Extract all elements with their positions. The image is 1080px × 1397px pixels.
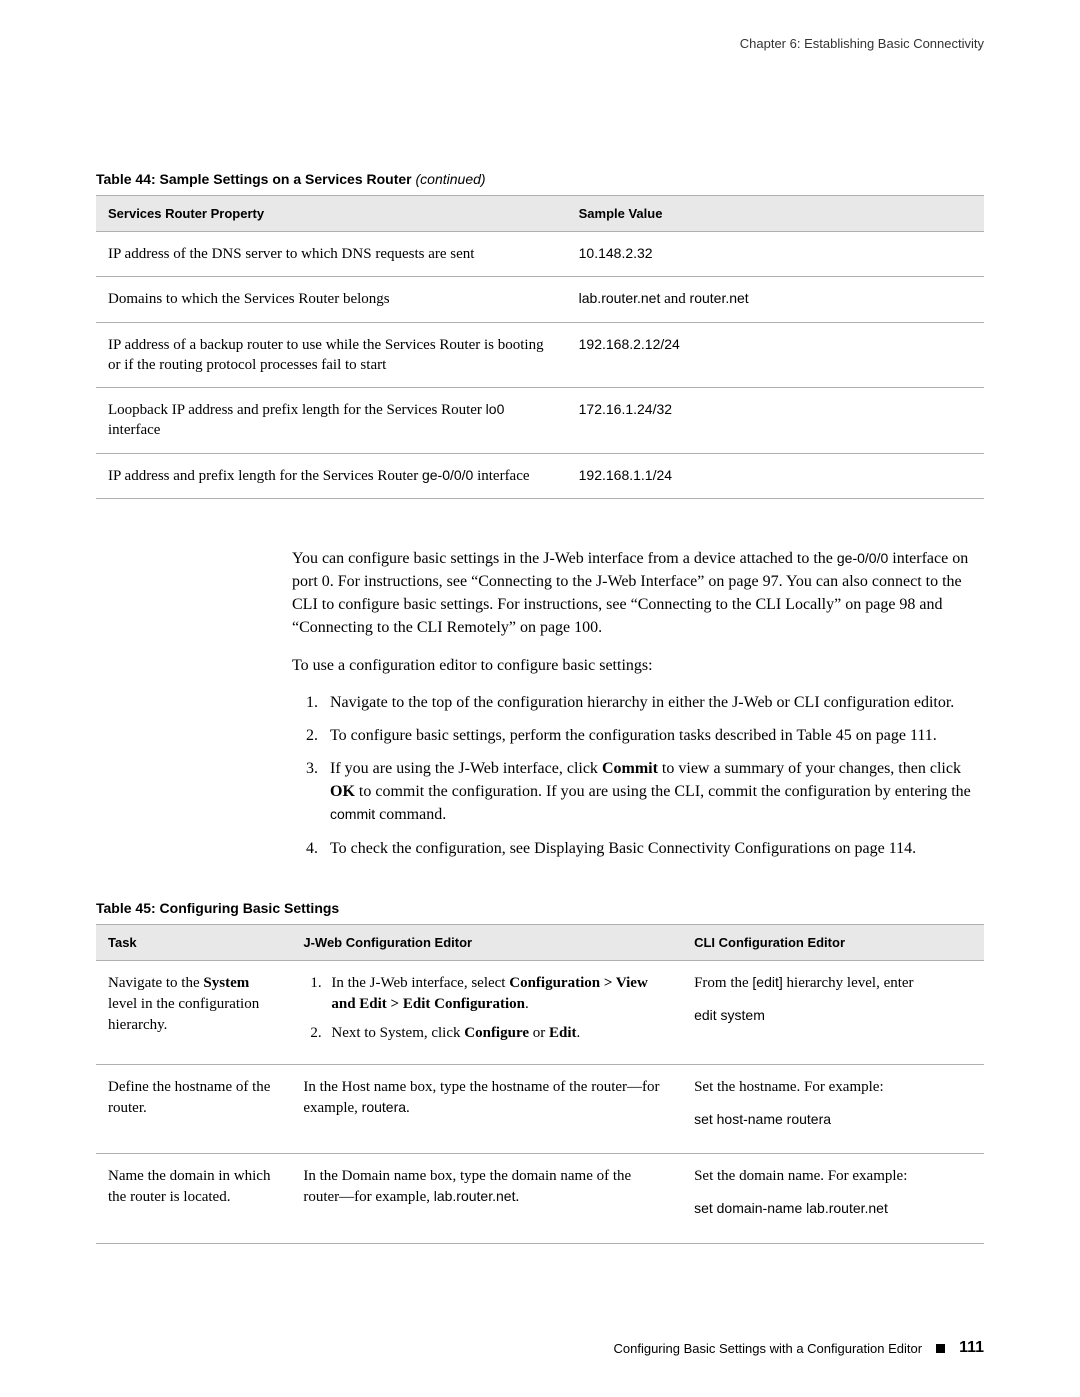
t45-r1-jweb-a: In the Host name box, type the hostname … xyxy=(303,1079,659,1116)
table44-r4-property: IP address and prefix length for the Ser… xyxy=(96,453,567,498)
table44-r3-value: 172.16.1.24/32 xyxy=(567,388,984,454)
table-row: Name the domain in which the router is l… xyxy=(96,1154,984,1244)
t45-r1-task: Define the hostname of the router. xyxy=(96,1064,291,1154)
table-row: Define the hostname of the router. In th… xyxy=(96,1064,984,1154)
t45-r1-jweb-b: routera xyxy=(362,1099,406,1115)
footer-square-icon xyxy=(936,1344,945,1353)
body-step-3-b: Commit xyxy=(602,760,658,777)
body-step-3: If you are using the J-Web interface, cl… xyxy=(322,757,984,827)
table44-header-row: Services Router Property Sample Value xyxy=(96,196,984,232)
t45-r2-task: Name the domain in which the router is l… xyxy=(96,1154,291,1244)
body-p1-b: ge-0/0/0 xyxy=(837,550,888,566)
t45-r0-cli: From the [edit] hierarchy level, enter e… xyxy=(682,960,984,1064)
body-p1-a: You can configure basic settings in the … xyxy=(292,550,837,567)
body-p2: To use a configuration editor to configu… xyxy=(292,654,984,677)
table44-col-value: Sample Value xyxy=(567,196,984,232)
t45-r0-cli-b: [edit] xyxy=(752,974,782,990)
table44-r3-property: Loopback IP address and prefix length fo… xyxy=(96,388,567,454)
table45-col-cli: CLI Configuration Editor xyxy=(682,924,984,960)
t45-r0-task: Navigate to the System level in the conf… xyxy=(96,960,291,1064)
table-row: IP address of the DNS server to which DN… xyxy=(96,232,984,277)
table-row: Loopback IP address and prefix length fo… xyxy=(96,388,984,454)
t45-r0-jweb-step2: Next to System, click Configure or Edit. xyxy=(325,1023,670,1044)
t45-r1-cli-text: Set the hostname. For example: xyxy=(694,1077,972,1098)
table-row: Navigate to the System level in the conf… xyxy=(96,960,984,1064)
t45-r0-jweb-s2-e: . xyxy=(577,1025,581,1041)
table44-r1-property: Domains to which the Services Router bel… xyxy=(96,277,567,322)
t45-r2-cli: Set the domain name. For example: set do… xyxy=(682,1154,984,1244)
table44-r3-prop-b: lo0 xyxy=(486,401,505,417)
table44: Services Router Property Sample Value IP… xyxy=(96,195,984,499)
body-p1: You can configure basic settings in the … xyxy=(292,547,984,640)
table44-r4-prop-a: IP address and prefix length for the Ser… xyxy=(108,468,422,484)
table44-r1-value-b: and xyxy=(660,291,689,307)
chapter-header: Chapter 6: Establishing Basic Connectivi… xyxy=(96,36,984,51)
body-step-4: To check the configuration, see Displayi… xyxy=(322,837,984,860)
table44-r1-value: lab.router.net and router.net xyxy=(567,277,984,322)
table45-col-jweb: J-Web Configuration Editor xyxy=(291,924,682,960)
body-text: You can configure basic settings in the … xyxy=(292,547,984,860)
body-step-3-c: to view a summary of your changes, then … xyxy=(658,760,961,777)
body-step-3-e: to commit the configuration. If you are … xyxy=(355,783,971,800)
t45-r0-cli-cmd: edit system xyxy=(694,1006,972,1026)
t45-r0-task-a: Navigate to the xyxy=(108,975,203,991)
table44-r3-prop-c: interface xyxy=(108,422,160,438)
t45-r1-jweb: In the Host name box, type the hostname … xyxy=(291,1064,682,1154)
table45-title: Table 45: Configuring Basic Settings xyxy=(96,900,984,916)
t45-r0-jweb-s1-c: . xyxy=(525,996,529,1012)
table45-header-row: Task J-Web Configuration Editor CLI Conf… xyxy=(96,924,984,960)
t45-r0-jweb-s1-a: In the J-Web interface, select xyxy=(331,975,509,991)
table44-col-property: Services Router Property xyxy=(96,196,567,232)
table44-r4-value: 192.168.1.1/24 xyxy=(567,453,984,498)
body-step-3-a: If you are using the J-Web interface, cl… xyxy=(330,760,602,777)
t45-r2-jweb-c: . xyxy=(515,1189,519,1205)
t45-r1-cli-cmd: set host-name routera xyxy=(694,1110,972,1130)
table44-r3-prop-a: Loopback IP address and prefix length fo… xyxy=(108,402,486,418)
table45: Task J-Web Configuration Editor CLI Conf… xyxy=(96,924,984,1244)
t45-r0-jweb-s2-d: Edit xyxy=(549,1025,577,1041)
table44-title-text: Table 44: Sample Settings on a Services … xyxy=(96,171,416,187)
footer-section: Configuring Basic Settings with a Config… xyxy=(614,1341,923,1356)
t45-r1-jweb-c: . xyxy=(406,1100,410,1116)
page-footer: Configuring Basic Settings with a Config… xyxy=(614,1339,985,1357)
body-step-1: Navigate to the top of the configuration… xyxy=(322,691,984,714)
t45-r0-task-b: System xyxy=(203,975,249,991)
t45-r2-cli-cmd: set domain-name lab.router.net xyxy=(694,1199,972,1219)
t45-r1-cli: Set the hostname. For example: set host-… xyxy=(682,1064,984,1154)
body-steps: Navigate to the top of the configuration… xyxy=(292,691,984,860)
table44-title: Table 44: Sample Settings on a Services … xyxy=(96,171,984,187)
table44-r0-value: 10.148.2.32 xyxy=(567,232,984,277)
table44-r2-property: IP address of a backup router to use whi… xyxy=(96,322,567,388)
body-step-2: To configure basic settings, perform the… xyxy=(322,724,984,747)
table44-r1-value-a: lab.router.net xyxy=(579,290,661,306)
t45-r2-jweb: In the Domain name box, type the domain … xyxy=(291,1154,682,1244)
t45-r2-jweb-b: lab.router.net xyxy=(434,1188,516,1204)
t45-r0-jweb-s2-a: Next to System, click xyxy=(331,1025,464,1041)
footer-page-number: 111 xyxy=(959,1339,984,1357)
t45-r0-jweb-step1: In the J-Web interface, select Configura… xyxy=(325,973,670,1015)
table44-r2-value: 192.168.2.12/24 xyxy=(567,322,984,388)
table-row: IP address of a backup router to use whi… xyxy=(96,322,984,388)
t45-r0-jweb-s2-b: Configure xyxy=(464,1025,529,1041)
table44-r0-property: IP address of the DNS server to which DN… xyxy=(96,232,567,277)
body-step-3-g: command. xyxy=(375,806,446,823)
table44-r4-prop-c: interface xyxy=(473,468,529,484)
table44-continued: (continued) xyxy=(416,171,486,187)
body-step-3-d: OK xyxy=(330,783,355,800)
t45-r0-task-c: level in the configuration hierarchy. xyxy=(108,996,259,1033)
t45-r2-cli-text: Set the domain name. For example: xyxy=(694,1166,972,1187)
table45-col-task: Task xyxy=(96,924,291,960)
t45-r0-cli-a: From the xyxy=(694,975,752,991)
table44-r1-value-c: router.net xyxy=(690,290,749,306)
table-row: IP address and prefix length for the Ser… xyxy=(96,453,984,498)
table-row: Domains to which the Services Router bel… xyxy=(96,277,984,322)
body-step-3-f: commit xyxy=(330,806,375,822)
t45-r0-cli-c: hierarchy level, enter xyxy=(783,975,914,991)
t45-r0-jweb-s2-c: or xyxy=(529,1025,549,1041)
table44-r4-prop-b: ge-0/0/0 xyxy=(422,467,473,483)
t45-r0-jweb: In the J-Web interface, select Configura… xyxy=(291,960,682,1064)
